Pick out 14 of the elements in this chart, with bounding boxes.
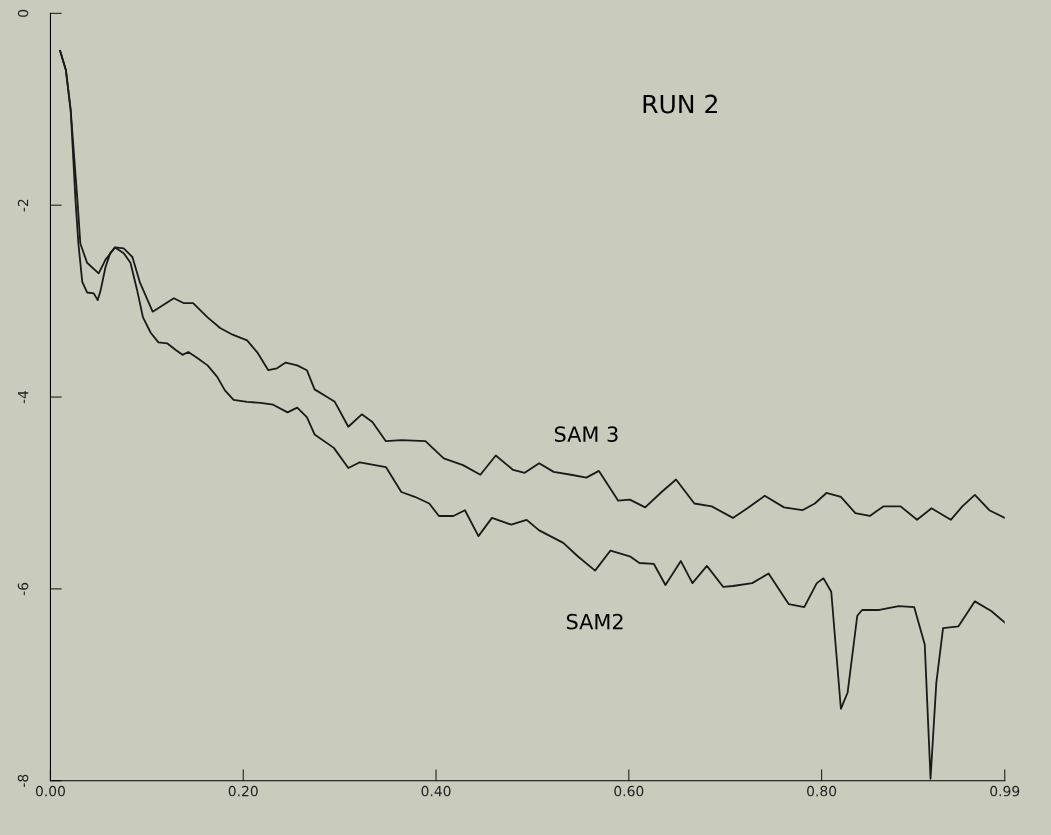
x-tick-label: 0.80 (807, 785, 837, 797)
text: RUN 2 (643, 94, 717, 114)
text: SAM2 (566, 613, 623, 630)
x-tick-label: 0.00 (35, 785, 65, 797)
x-tick-label: 0.99 (990, 785, 1020, 797)
y-tick-label: -2 (17, 199, 29, 212)
x-tick-label: 0.20 (228, 785, 258, 797)
y-tick-label: -4 (17, 390, 29, 404)
y-tick-label: -6 (17, 582, 29, 596)
y-tick-label: 0 (17, 9, 29, 17)
y-tick-label: -8 (17, 774, 29, 787)
x-tick-label: 0.60 (614, 785, 644, 797)
series-label: SAM 3 (554, 426, 618, 442)
x-tick-label: 0.40 (421, 785, 451, 797)
